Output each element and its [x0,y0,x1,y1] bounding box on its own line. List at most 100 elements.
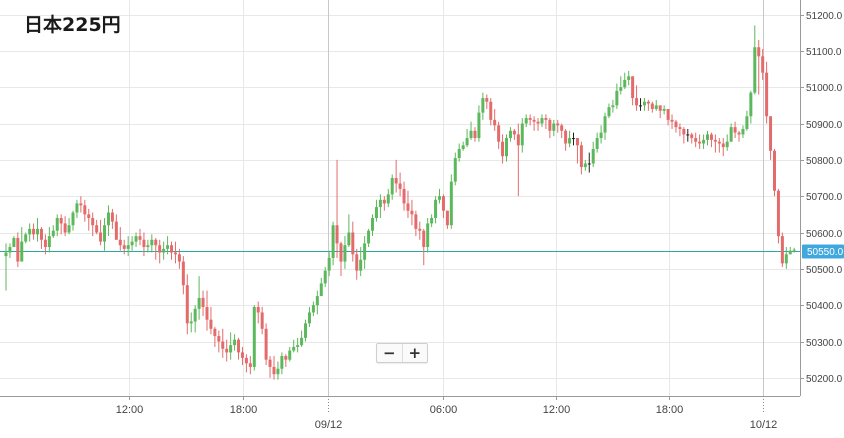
candle-body [623,79,627,88]
candle-body [142,239,146,248]
candle-down [761,49,765,80]
candle-body [197,297,201,309]
candle-down [489,98,493,126]
candle-down [635,85,639,111]
candle-up [378,194,382,218]
candle-body [772,150,776,191]
candle-up [28,223,32,242]
candle-down [501,134,505,164]
candle-body [39,228,43,240]
candle-body [426,223,430,248]
zoom-in-button[interactable]: + [401,344,428,362]
candle-body [694,138,698,142]
candle-body [327,257,331,271]
candle-up [193,305,197,333]
candle-up [189,312,193,333]
candle-up [426,217,430,253]
candle-down [83,199,87,222]
current-price-tag-layer: 50550.0 [802,244,844,259]
candle-up [347,214,351,248]
candle-body [343,245,347,262]
candle-body [737,132,741,135]
candle-down [441,194,445,218]
candle-down [138,228,142,246]
candle-down [646,99,650,111]
candle-body [229,345,233,353]
candle-up [784,247,788,269]
candle-body [552,123,556,131]
candle-down [564,128,568,151]
candle-body [276,368,280,375]
candle-body [371,217,375,231]
candle-up [599,125,603,144]
candle-body [449,181,453,226]
grid-layer [0,0,800,396]
candle-down [43,234,47,255]
candle-up [331,221,335,266]
candle-body [587,163,591,165]
y-tick-label: 51100.0 [806,47,842,58]
candle-down [339,241,343,277]
candle-body [67,225,71,233]
candle-down [394,159,398,193]
candle-up [469,121,473,140]
candle-body [347,232,351,246]
candle-body [106,212,110,226]
candle-body [162,248,166,253]
candle-down [670,114,674,129]
candle-body [118,239,122,246]
candle-up [47,227,51,253]
candle-body [418,228,422,231]
candle-body [674,121,678,128]
y-tick-label: 50800.0 [806,156,843,167]
candle-body [698,141,702,144]
candle-down [59,214,63,235]
candle-body [709,134,713,140]
candle-body [481,98,485,113]
candle-body [260,312,264,329]
zoom-out-button[interactable]: − [382,344,396,362]
candle-body [469,130,473,139]
candle-up [595,132,599,153]
candle-body [489,101,493,120]
candle-body [20,241,24,262]
candle-body [512,130,516,135]
candle-body [201,297,205,307]
candle-body [292,346,296,351]
candle-up [741,125,745,139]
candle-up [477,105,481,142]
candle-body [729,127,733,142]
candle-body [240,352,244,358]
candle-body [776,190,780,237]
candle-body [520,123,524,146]
candle-up [430,214,434,228]
candle-down [142,232,146,257]
candle-up [627,70,631,86]
candle-body [398,183,402,189]
candle-body [528,118,532,120]
candle-down [209,306,213,335]
candle-body [47,236,51,248]
candle-body [288,350,292,360]
candle-down [181,256,185,295]
candle-body [473,130,477,139]
candle-down [445,210,449,229]
candle-up [481,92,485,120]
candle-body [339,243,343,262]
candle-up [792,247,796,253]
candle-down [769,116,773,160]
candle-up [323,267,327,288]
candle-body [296,345,300,347]
candle-up [654,99,658,111]
candle-up [505,134,509,162]
candle-body [280,356,284,369]
candle-body [599,132,603,139]
candle-body [323,270,327,284]
candle-up [51,225,55,238]
candle-down [382,196,386,211]
candle-body [185,285,189,324]
candle-down [154,237,158,260]
